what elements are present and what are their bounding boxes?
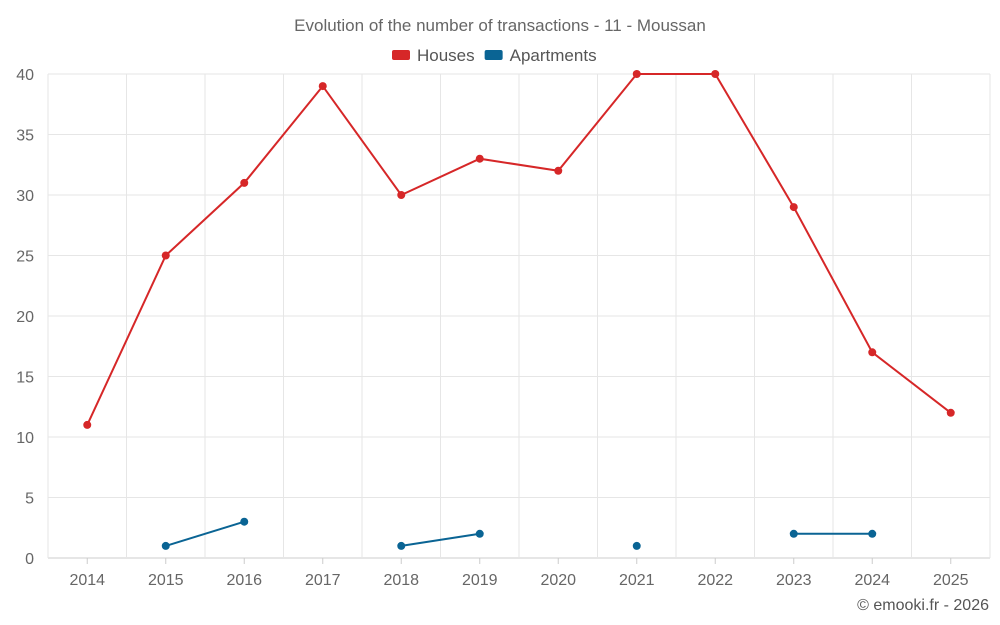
- x-axis: 2014 2015 2016 2017 2018 2019 2020 2021 2022 2023…: [69, 558, 969, 589]
- legend-swatch: [484, 50, 503, 60]
- data-point[interactable]: [240, 178, 249, 187]
- data-point[interactable]: [711, 70, 720, 78]
- legend-label: Houses: [417, 46, 475, 65]
- y-tick-label: 0: [25, 551, 34, 568]
- y-tick-label: 35: [16, 128, 34, 145]
- data-point[interactable]: [946, 408, 955, 417]
- y-axis: 0 5 10 15 20 25 30 35 40: [16, 67, 34, 568]
- data-point[interactable]: [789, 203, 798, 212]
- data-point[interactable]: [83, 420, 92, 429]
- series-apartments: [161, 517, 877, 550]
- x-tick-label: 2017: [305, 572, 341, 589]
- credit: © emooki.fr - 2026: [857, 597, 989, 614]
- x-tick-label: 2018: [383, 572, 419, 589]
- series-line: [86, 73, 952, 426]
- series-line: [165, 520, 245, 547]
- data-point[interactable]: [161, 541, 170, 550]
- y-tick-label: 30: [16, 188, 34, 205]
- data-point[interactable]: [868, 529, 877, 538]
- chart-title: Evolution of the number of transactions …: [294, 16, 706, 35]
- y-tick-label: 20: [16, 309, 34, 326]
- x-tick-label: 2022: [697, 572, 733, 589]
- y-tick-label: 40: [16, 67, 34, 84]
- x-tick-label: 2020: [540, 572, 576, 589]
- legend-swatch: [392, 50, 410, 60]
- data-point[interactable]: [632, 70, 641, 78]
- legend: Houses Apartments: [392, 46, 597, 65]
- data-point[interactable]: [868, 348, 877, 357]
- data-point[interactable]: [789, 529, 798, 538]
- data-point[interactable]: [240, 517, 249, 526]
- x-tick-label: 2023: [776, 572, 812, 589]
- x-tick-label: 2024: [854, 572, 890, 589]
- data-point[interactable]: [554, 166, 563, 175]
- y-tick-label: 15: [16, 370, 34, 387]
- data-point[interactable]: [318, 82, 327, 91]
- series-line: [401, 532, 480, 547]
- series-houses: [83, 70, 955, 429]
- series: [83, 70, 955, 550]
- x-tick-label: 2025: [933, 572, 969, 589]
- data-point[interactable]: [397, 191, 406, 199]
- data-point[interactable]: [161, 251, 170, 260]
- data-point[interactable]: [632, 541, 641, 550]
- x-tick-label: 2019: [462, 572, 498, 589]
- data-point[interactable]: [475, 529, 484, 538]
- x-tick-label: 2014: [69, 572, 105, 589]
- y-tick-label: 25: [16, 249, 34, 266]
- x-tick-label: 2021: [619, 572, 655, 589]
- legend-label: Apartments: [510, 46, 597, 65]
- x-tick-label: 2015: [148, 572, 184, 589]
- legend-item-houses[interactable]: Houses: [392, 46, 475, 65]
- grid: [47, 73, 991, 559]
- y-tick-label: 5: [25, 491, 34, 508]
- data-point[interactable]: [397, 541, 406, 550]
- x-tick-label: 2016: [226, 572, 262, 589]
- y-tick-label: 10: [16, 430, 34, 447]
- data-point[interactable]: [475, 154, 484, 163]
- legend-item-apartments[interactable]: Apartments: [484, 46, 597, 65]
